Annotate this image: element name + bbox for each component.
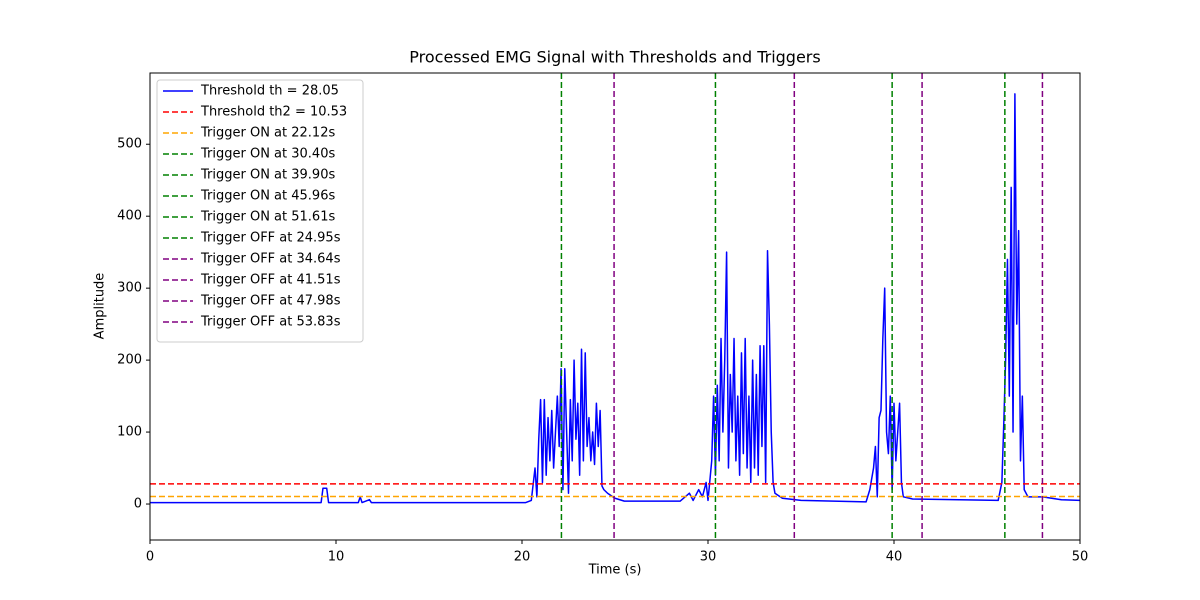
x-axis-label: Time (s) [588, 563, 642, 578]
chart-title: Processed EMG Signal with Thresholds and… [409, 48, 820, 67]
legend-label: Trigger ON at 30.40s [200, 147, 335, 162]
legend-label: Trigger ON at 51.61s [200, 210, 335, 225]
legend-label: Threshold th = 28.05 [200, 84, 339, 99]
signal-line [150, 93, 1080, 504]
y-tick-label: 300 [117, 281, 142, 296]
x-tick-label: 20 [514, 550, 531, 565]
x-tick-label: 10 [328, 550, 345, 565]
legend-label: Trigger ON at 22.12s [200, 126, 335, 141]
plot-area [150, 73, 1080, 540]
legend-box [156, 79, 364, 343]
y-axis-label: Amplitude [93, 273, 108, 340]
x-tick-label: 0 [146, 550, 154, 565]
legend-label: Threshold th2 = 10.53 [200, 105, 347, 120]
legend-label: Trigger OFF at 47.98s [200, 294, 341, 309]
x-tick-label: 30 [700, 550, 717, 565]
y-tick-label: 400 [117, 209, 142, 224]
legend-label: Trigger OFF at 53.83s [200, 315, 341, 330]
y-tick-label: 100 [117, 425, 142, 440]
axes-frame [149, 72, 1081, 541]
y-tick-label: 200 [117, 353, 142, 368]
legend-label: Trigger OFF at 24.95s [200, 231, 341, 246]
legend-label: Trigger OFF at 41.51s [200, 273, 341, 288]
x-tick-label: 50 [1072, 550, 1089, 565]
legend-label: Trigger ON at 39.90s [200, 168, 335, 183]
y-tick-label: 0 [134, 497, 142, 512]
legend-label: Trigger OFF at 34.64s [200, 252, 341, 267]
y-tick-label: 500 [117, 137, 142, 152]
x-tick-label: 40 [886, 550, 903, 565]
legend-label: Trigger ON at 45.96s [200, 189, 335, 204]
